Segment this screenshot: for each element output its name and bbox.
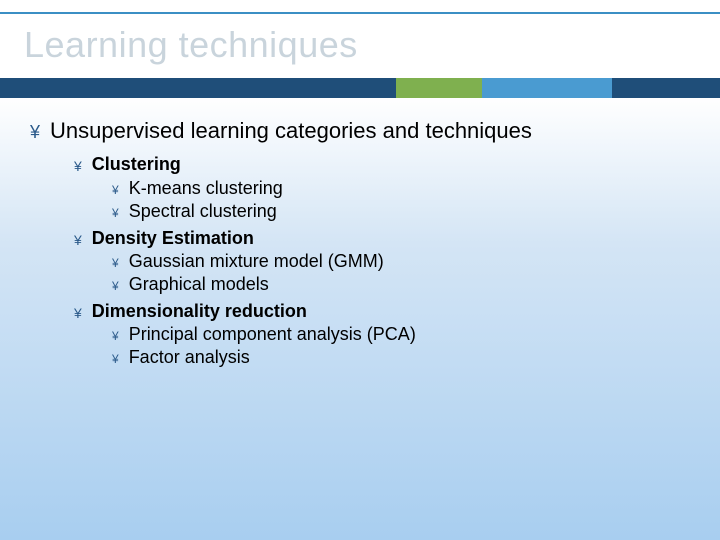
- bullet-icon: ¥: [74, 304, 82, 322]
- items-list: ¥ K-means clustering ¥ Spectral clusteri…: [112, 178, 690, 222]
- category-label: Density Estimation: [92, 228, 254, 249]
- category-label: Dimensionality reduction: [92, 301, 307, 322]
- item-text: K-means clustering: [129, 178, 283, 199]
- categories-list: ¥ Clustering ¥ K-means clustering ¥ Spec…: [74, 154, 690, 368]
- list-item: ¥ K-means clustering: [112, 178, 690, 199]
- bullet-icon: ¥: [112, 256, 119, 272]
- bullet-icon: ¥: [30, 121, 40, 144]
- item-text: Graphical models: [129, 274, 269, 295]
- accent-band: [0, 78, 720, 98]
- band-seg-4: [612, 78, 720, 98]
- list-item: ¥ Graphical models: [112, 274, 690, 295]
- band-seg-2: [396, 78, 482, 98]
- bullet-icon: ¥: [74, 157, 82, 175]
- bullet-icon: ¥: [112, 352, 119, 368]
- band-seg-1: [0, 78, 396, 98]
- top-rule: [0, 12, 720, 14]
- bullet-icon: ¥: [112, 183, 119, 199]
- bullet-icon: ¥: [74, 231, 82, 249]
- category-row: ¥ Dimensionality reduction: [74, 301, 690, 322]
- items-list: ¥ Gaussian mixture model (GMM) ¥ Graphic…: [112, 251, 690, 295]
- heading-row: ¥ Unsupervised learning categories and t…: [30, 118, 690, 144]
- item-text: Factor analysis: [129, 347, 250, 368]
- items-list: ¥ Principal component analysis (PCA) ¥ F…: [112, 324, 690, 368]
- bullet-icon: ¥: [112, 329, 119, 345]
- item-text: Spectral clustering: [129, 201, 277, 222]
- heading-text: Unsupervised learning categories and tec…: [50, 118, 532, 144]
- item-text: Principal component analysis (PCA): [129, 324, 416, 345]
- band-seg-3: [482, 78, 612, 98]
- category-row: ¥ Density Estimation: [74, 228, 690, 249]
- item-text: Gaussian mixture model (GMM): [129, 251, 384, 272]
- category-label: Clustering: [92, 154, 181, 175]
- list-item: ¥ Gaussian mixture model (GMM): [112, 251, 690, 272]
- content-area: ¥ Unsupervised learning categories and t…: [30, 118, 690, 374]
- list-item: ¥ Spectral clustering: [112, 201, 690, 222]
- slide-title: Learning techniques: [24, 24, 358, 66]
- category-row: ¥ Clustering: [74, 154, 690, 175]
- bullet-icon: ¥: [112, 279, 119, 295]
- list-item: ¥ Factor analysis: [112, 347, 690, 368]
- bullet-icon: ¥: [112, 206, 119, 222]
- list-item: ¥ Principal component analysis (PCA): [112, 324, 690, 345]
